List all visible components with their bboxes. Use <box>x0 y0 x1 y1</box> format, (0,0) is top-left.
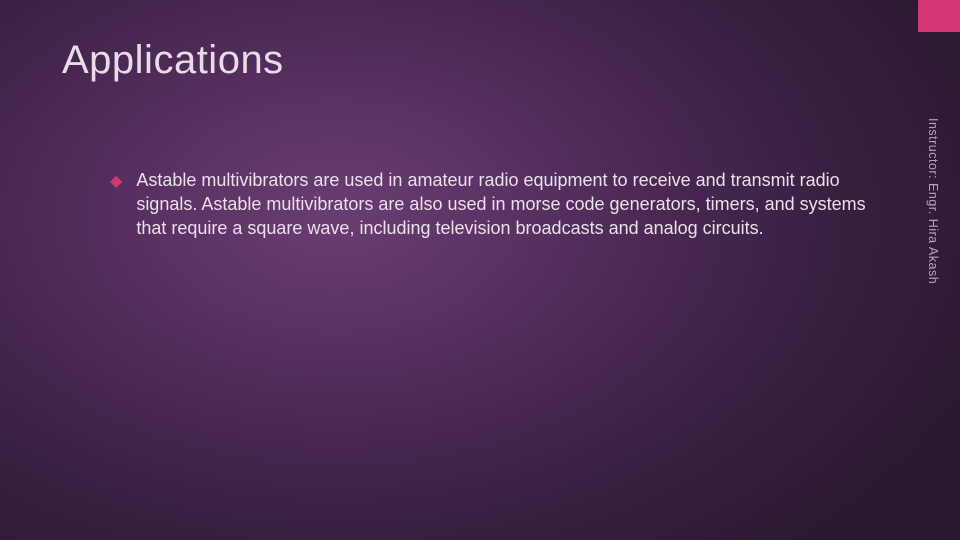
slide-title: Applications <box>62 38 284 83</box>
bullet-text: Astable multivibrators are used in amate… <box>136 168 870 240</box>
slide-content: ◆ Astable multivibrators are used in ama… <box>110 168 870 240</box>
slide: Applications ◆ Astable multivibrators ar… <box>0 0 960 540</box>
instructor-label: Instructor: Engr. Hira Akash <box>926 118 940 284</box>
diamond-bullet-icon: ◆ <box>110 170 122 194</box>
bullet-item: ◆ Astable multivibrators are used in ama… <box>110 168 870 240</box>
corner-accent-box <box>918 0 960 32</box>
